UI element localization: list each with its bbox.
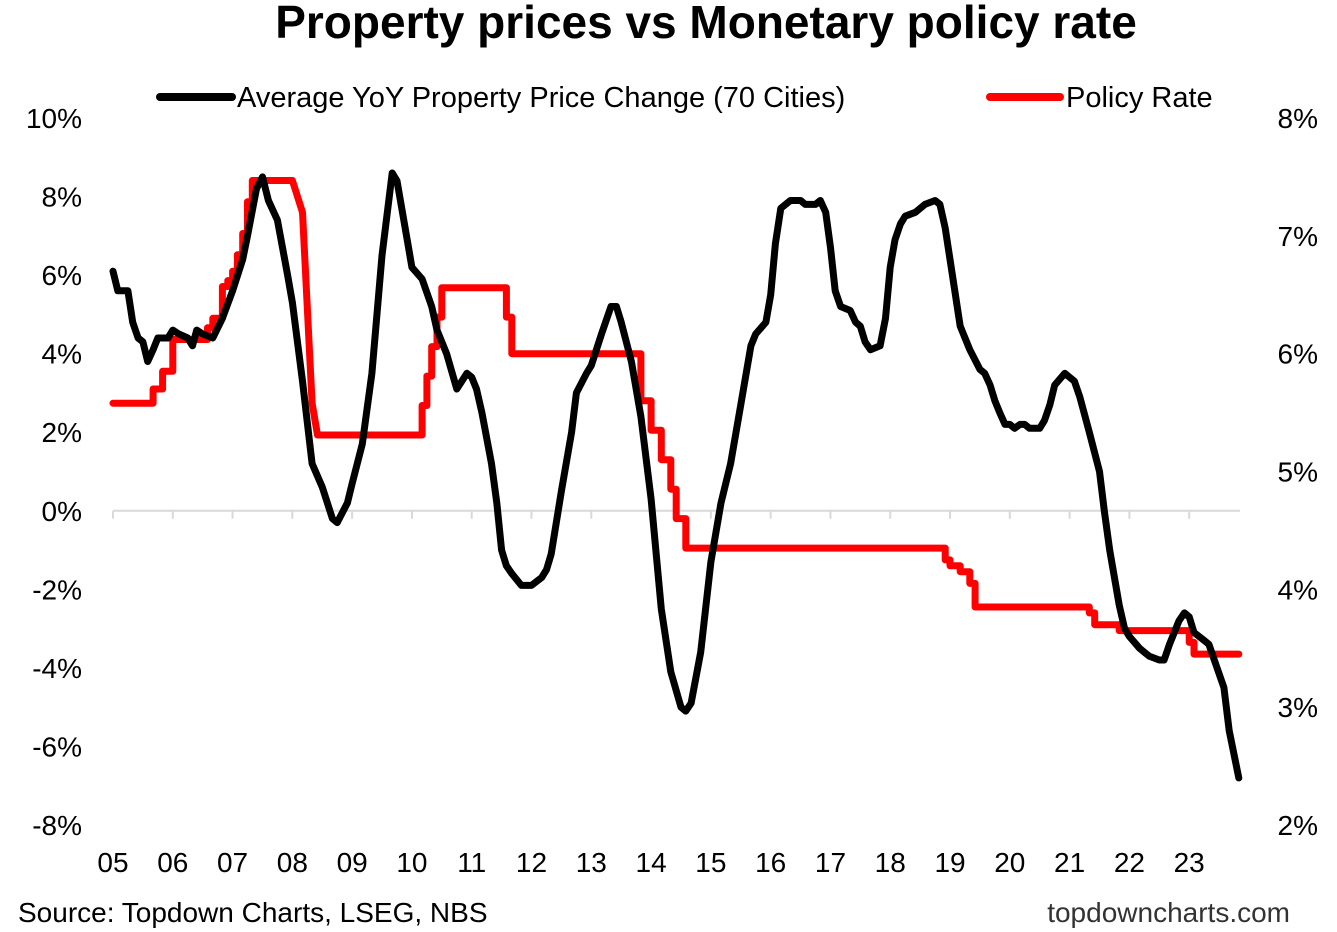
source-note: Source: Topdown Charts, LSEG, NBS <box>18 897 488 928</box>
left-tick-label: -4% <box>32 653 82 684</box>
x-tick-label: 06 <box>157 847 188 878</box>
website-credit: topdowncharts.com <box>1047 897 1290 928</box>
left-tick-label: -2% <box>32 574 82 605</box>
x-tick-label: 08 <box>277 847 308 878</box>
x-tick-label: 18 <box>875 847 906 878</box>
right-axis-ticks: 8% 7% 6% 5% 4% 3% 2% <box>1278 103 1318 841</box>
left-tick-label: 0% <box>42 496 82 527</box>
x-tick-label: 11 <box>457 847 486 878</box>
x-tick-label: 09 <box>337 847 368 878</box>
right-tick-label: 7% <box>1278 221 1318 252</box>
x-tick-label: 05 <box>97 847 128 878</box>
x-tick-label: 07 <box>217 847 248 878</box>
right-tick-label: 6% <box>1278 339 1318 370</box>
right-tick-label: 5% <box>1278 457 1318 488</box>
x-tick-label: 13 <box>576 847 607 878</box>
left-tick-label: 8% <box>42 182 82 213</box>
legend: Average YoY Property Price Change (70 Ci… <box>156 82 1213 114</box>
x-tick-label: 14 <box>636 847 667 878</box>
legend-label-property: Average YoY Property Price Change (70 Ci… <box>237 82 845 114</box>
left-tick-label: 10% <box>26 103 82 134</box>
right-tick-label: 4% <box>1278 574 1318 605</box>
x-tick-label: 23 <box>1174 847 1205 878</box>
legend-label-policy: Policy Rate <box>1066 82 1213 114</box>
series-lines <box>109 169 1243 782</box>
x-tick-label: 22 <box>1114 847 1145 878</box>
left-tick-label: 4% <box>42 339 82 370</box>
left-tick-label: 6% <box>42 260 82 291</box>
left-tick-label: -8% <box>32 810 82 841</box>
chart-title: Property prices vs Monetary policy rate <box>275 0 1137 48</box>
x-tick-label: 17 <box>815 847 846 878</box>
left-axis-ticks: 10% 8% 6% 4% 2% 0% -2% -4% -6% -8% <box>26 103 82 841</box>
x-tick-label: 12 <box>516 847 547 878</box>
x-axis-ticks: 05 06 07 08 09 10 11 12 13 14 15 16 17 18 19 20 21 22 23 <box>97 847 1204 878</box>
series-line-property-price <box>109 169 1243 782</box>
x-tick-label: 10 <box>396 847 427 878</box>
right-tick-label: 2% <box>1278 810 1318 841</box>
left-tick-label: 2% <box>42 417 82 448</box>
x-tick-label: 19 <box>934 847 965 878</box>
right-tick-label: 3% <box>1278 692 1318 723</box>
x-tick-label: 15 <box>695 847 726 878</box>
x-tick-label: 16 <box>755 847 786 878</box>
right-tick-label: 8% <box>1278 103 1318 134</box>
x-tick-label: 20 <box>994 847 1025 878</box>
left-tick-label: -6% <box>32 731 82 762</box>
x-tick-label: 21 <box>1054 847 1085 878</box>
series-line-policy-rate <box>109 177 1243 658</box>
